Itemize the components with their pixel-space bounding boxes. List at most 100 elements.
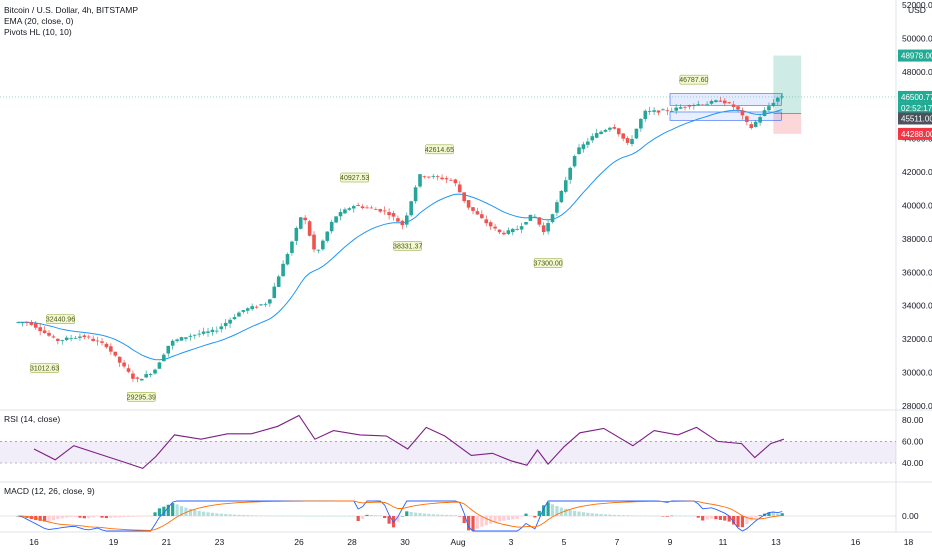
pivot-high-label: 40927.53 (340, 175, 369, 182)
range-box-upper (669, 93, 782, 106)
pivot-low-label: 31012.63 (30, 366, 59, 373)
pivot-low-label: 38331.37 (393, 243, 422, 250)
candle-body (56, 338, 60, 341)
macd-histogram-bar (696, 516, 700, 518)
candle-body (444, 178, 449, 180)
price-axis-tick: 50000.00 (902, 34, 932, 44)
macd-histogram-bar (595, 513, 599, 516)
macd-histogram-bar (687, 515, 692, 517)
candle-body (669, 110, 674, 112)
pivot-label-box (127, 392, 156, 402)
macd-histogram-bar (617, 514, 621, 516)
candle-body (343, 209, 347, 214)
macd-histogram-bar (467, 516, 471, 531)
rsi-line (33, 414, 785, 470)
macd-histogram-bar (268, 515, 272, 517)
macd-histogram-bar (475, 516, 480, 529)
macd-histogram-bar (634, 515, 639, 516)
candle-body (175, 339, 179, 342)
macd-histogram-bar (122, 516, 126, 518)
candle-body (219, 326, 224, 330)
candle-body (453, 179, 458, 184)
candle-body (334, 216, 338, 223)
macd-histogram-bar (718, 516, 722, 520)
time-axis-tick: 23 (215, 537, 225, 547)
candle-body (616, 128, 621, 135)
macd-histogram-bar (444, 514, 449, 516)
macd-histogram-bar (290, 515, 294, 517)
macd-histogram-bar (175, 504, 179, 516)
candle-body (298, 217, 303, 229)
macd-histogram-bar (409, 512, 413, 516)
candle-body (599, 131, 603, 134)
macd-histogram-bar (462, 516, 466, 524)
macd-histogram-bar (255, 515, 259, 516)
macd-histogram-bar (506, 516, 510, 521)
candle-body (541, 225, 546, 233)
macd-histogram-bar (308, 515, 312, 517)
macd-histogram-bar (643, 515, 647, 517)
ema-indicator-label[interactable]: EMA (20, close, 0) (4, 16, 74, 26)
macd-histogram-bar (692, 515, 696, 517)
candle-body (603, 129, 608, 132)
symbol-title[interactable]: Bitcoin / U.S. Dollar, 4h, BITSTAMP (4, 5, 138, 15)
macd-histogram-bar (162, 506, 166, 516)
price-tag-entry (898, 112, 932, 125)
candle-body (184, 337, 188, 339)
macd-histogram-bar (652, 515, 656, 517)
candle-body (502, 232, 506, 235)
candle-body (440, 177, 444, 180)
candle-body (568, 167, 572, 180)
macd-histogram-bar (259, 515, 263, 516)
pivot-label-box (46, 314, 75, 324)
candle-body (480, 214, 484, 219)
macd-histogram-bar (524, 513, 528, 516)
candle-body (281, 263, 285, 277)
macd-axis-tick: 0.00 (902, 511, 919, 521)
macd-histogram-bar (109, 516, 113, 518)
macd-signal-line (18, 500, 783, 531)
candle-body (223, 322, 228, 327)
price-tag-target (898, 49, 932, 62)
candle-body (321, 240, 325, 250)
candle-body (696, 104, 701, 106)
candle-body (652, 110, 656, 112)
price-axis-tick: 38000.00 (902, 234, 932, 244)
candle-body (312, 234, 316, 250)
macd-histogram-bar (396, 516, 400, 523)
macd-histogram-bar (555, 506, 559, 516)
macd-histogram-bar (701, 516, 705, 521)
macd-histogram-bar (458, 516, 462, 517)
macd-histogram-bar (440, 514, 444, 516)
macd-histogram-bar (104, 516, 109, 519)
macd-histogram-bar (299, 515, 303, 517)
candle-body (192, 334, 197, 336)
price-tag-stop-text: 44288.00 (901, 130, 932, 139)
candle-body (228, 319, 232, 324)
candle-body (109, 346, 113, 352)
candle-body (82, 335, 87, 338)
candle-body (630, 139, 634, 145)
pivot-label-box (679, 74, 709, 85)
candle-body (254, 306, 259, 308)
macd-histogram-bar (581, 512, 586, 516)
macd-histogram-bar (135, 516, 139, 517)
price-axis-tick: 28000.00 (902, 401, 932, 411)
macd-histogram-bar (206, 512, 210, 516)
time-axis-tick: 30 (400, 537, 410, 547)
pivots-indicator-label[interactable]: Pivots HL (10, 10) (4, 27, 72, 37)
candle-body (307, 221, 312, 236)
candle-body (709, 100, 714, 104)
candle-body (400, 220, 405, 226)
macd-histogram-bar (325, 515, 329, 517)
macd-histogram-bar (723, 516, 727, 521)
macd-histogram-bar (568, 509, 572, 516)
range-box-lower (669, 111, 782, 121)
macd-histogram-bar (210, 512, 215, 516)
macd-histogram-bar (515, 516, 519, 519)
macd-histogram-bar (365, 514, 369, 516)
macd-histogram-bar (197, 510, 201, 516)
macd-histogram-bar (87, 516, 91, 519)
